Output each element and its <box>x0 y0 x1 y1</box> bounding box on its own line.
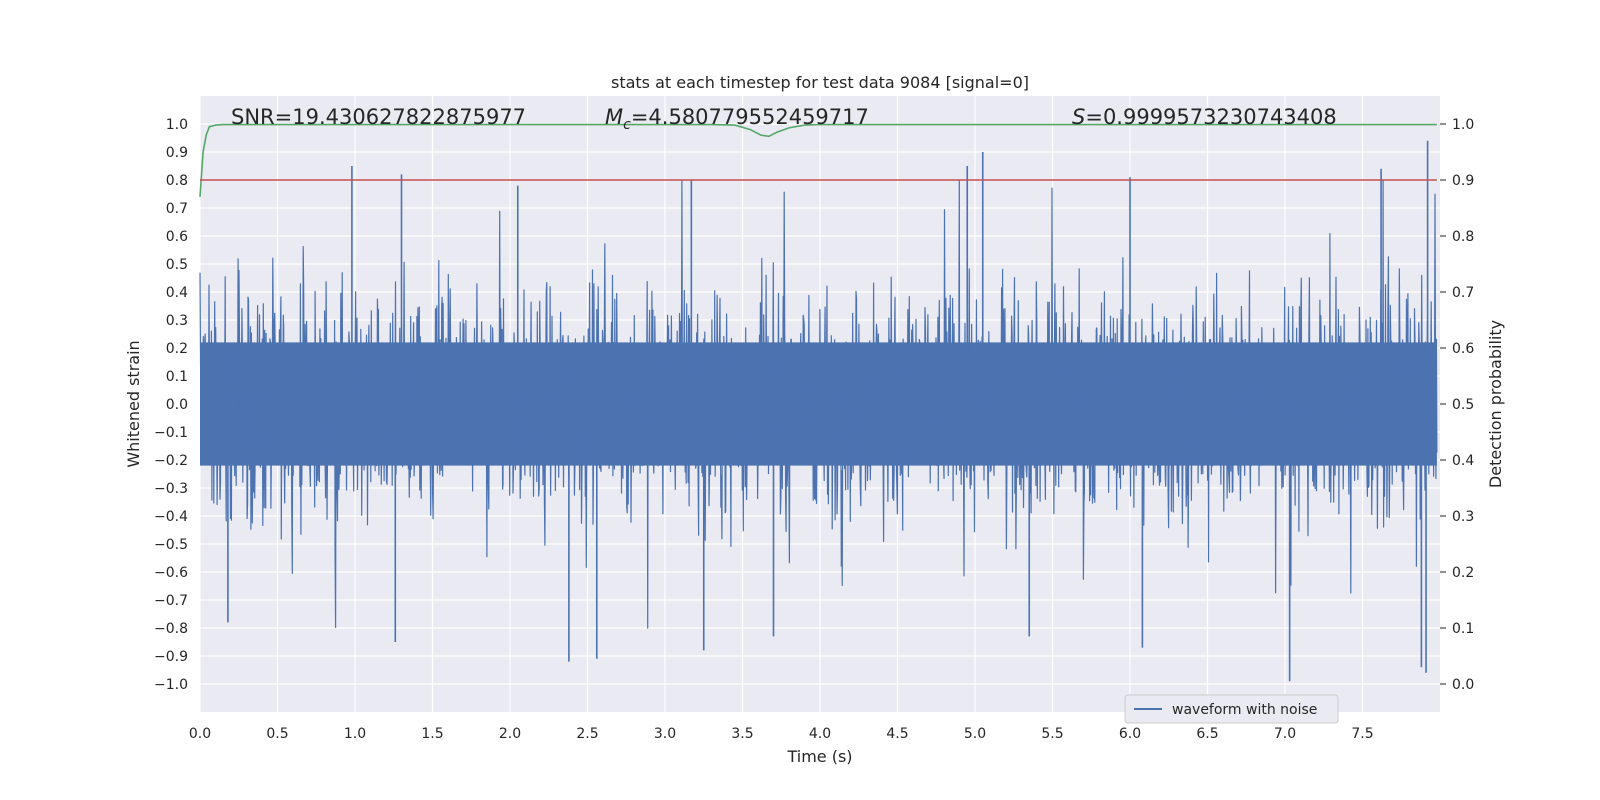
y2-tick-label: 1.0 <box>1452 117 1474 133</box>
y-tick-label: −0.6 <box>154 565 188 581</box>
s-value: =0.9999573230743408 <box>1085 105 1336 129</box>
chirp-mass-value: =4.580779552459717 <box>631 105 869 129</box>
chart-title: stats at each timestep for test data 908… <box>611 73 1029 92</box>
y-tick-label: 0.3 <box>166 313 188 329</box>
probability-layer <box>199 123 1437 197</box>
y-tick-label: 0.8 <box>166 173 188 189</box>
y-tick-label: −1.0 <box>154 677 188 693</box>
x-tick-label: 0.0 <box>189 726 211 742</box>
y-tick-label: 0.4 <box>166 285 188 301</box>
x-tick-label: 6.0 <box>1119 726 1141 742</box>
x-tick-label: 4.0 <box>809 726 831 742</box>
y2-tick-label: 0.1 <box>1452 621 1474 637</box>
snr-annotation: SNR=19.430627822875977 <box>231 105 526 129</box>
x-tick-label: 1.0 <box>344 726 366 742</box>
waveform-series <box>199 140 1438 682</box>
x-tick-label: 2.5 <box>576 726 598 742</box>
y-tick-label: 0.9 <box>166 145 188 161</box>
x-axis-label: Time (s) <box>786 747 852 766</box>
x-tick-label: 0.5 <box>266 726 288 742</box>
x-tick-label: 2.0 <box>499 726 521 742</box>
y2-tick-label: 0.0 <box>1452 677 1474 693</box>
y-axis-label: Whitened strain <box>124 340 143 467</box>
x-tick-label: 6.5 <box>1196 726 1218 742</box>
x-tick-label: 4.5 <box>886 726 908 742</box>
y2-axis-label: Detection probability <box>1486 320 1505 488</box>
y2-tick-label: 0.9 <box>1452 173 1474 189</box>
chirp-mass-annotation: Mc=4.580779552459717 <box>605 105 869 133</box>
y-tick-label: −0.3 <box>154 481 188 497</box>
chirp-mass-subscript: c <box>623 117 631 133</box>
y-tick-label: −0.9 <box>154 649 188 665</box>
y2-axis-ticks: 1.0 0.9 0.8 0.7 0.6 0.5 0.4 0.3 0.2 0.1 0.0 <box>1440 117 1474 693</box>
y2-tick-label: 0.3 <box>1452 509 1474 525</box>
y2-tick-label: 0.7 <box>1452 285 1474 301</box>
y2-tick-label: 0.2 <box>1452 565 1474 581</box>
x-tick-label: 5.0 <box>964 726 986 742</box>
x-tick-label: 3.5 <box>731 726 753 742</box>
y2-tick-label: 0.8 <box>1452 229 1474 245</box>
y-tick-label: −0.2 <box>154 453 188 469</box>
x-tick-label: 3.0 <box>654 726 676 742</box>
chirp-mass-symbol: M <box>605 105 623 129</box>
legend: waveform with noise <box>1124 694 1339 724</box>
y-tick-label: −0.4 <box>154 509 188 525</box>
s-symbol: S <box>1072 105 1085 129</box>
y-tick-label: −0.1 <box>154 425 188 441</box>
x-tick-label: 5.5 <box>1041 726 1063 742</box>
y-tick-label: 0.2 <box>166 341 188 357</box>
y2-tick-label: 0.6 <box>1452 341 1474 357</box>
x-tick-label: 7.0 <box>1274 726 1296 742</box>
waveform-line <box>199 179 1438 629</box>
y-tick-label: 0.0 <box>166 397 188 413</box>
legend-box <box>1124 694 1339 724</box>
legend-label: waveform with noise <box>1172 702 1317 718</box>
x-tick-label: 1.5 <box>421 726 443 742</box>
y-axis-ticks: 1.0 0.9 0.8 0.7 0.6 0.5 0.4 0.3 0.2 0.1 0.0 −0.1 −0.… <box>154 117 188 693</box>
y-tick-label: 0.5 <box>166 257 188 273</box>
y2-tick-label: 0.5 <box>1452 397 1474 413</box>
s-annotation: S=0.9999573230743408 <box>1072 105 1337 129</box>
y-tick-label: −0.8 <box>154 621 188 637</box>
y-tick-label: −0.5 <box>154 537 188 553</box>
y-tick-label: −0.7 <box>154 593 188 609</box>
y-tick-label: 1.0 <box>166 117 188 133</box>
y2-tick-label: 0.4 <box>1452 453 1474 469</box>
y-tick-label: 0.1 <box>166 369 188 385</box>
y-tick-label: 0.7 <box>166 201 188 217</box>
detection-probability-line <box>199 123 1437 197</box>
x-tick-label: 7.5 <box>1351 726 1373 742</box>
x-axis-ticks: 0.0 0.5 1.0 1.5 2.0 2.5 3.0 3.5 4.0 4.5 5.0 5.5 6.0 6… <box>189 726 1374 742</box>
y-tick-label: 0.6 <box>166 229 188 245</box>
